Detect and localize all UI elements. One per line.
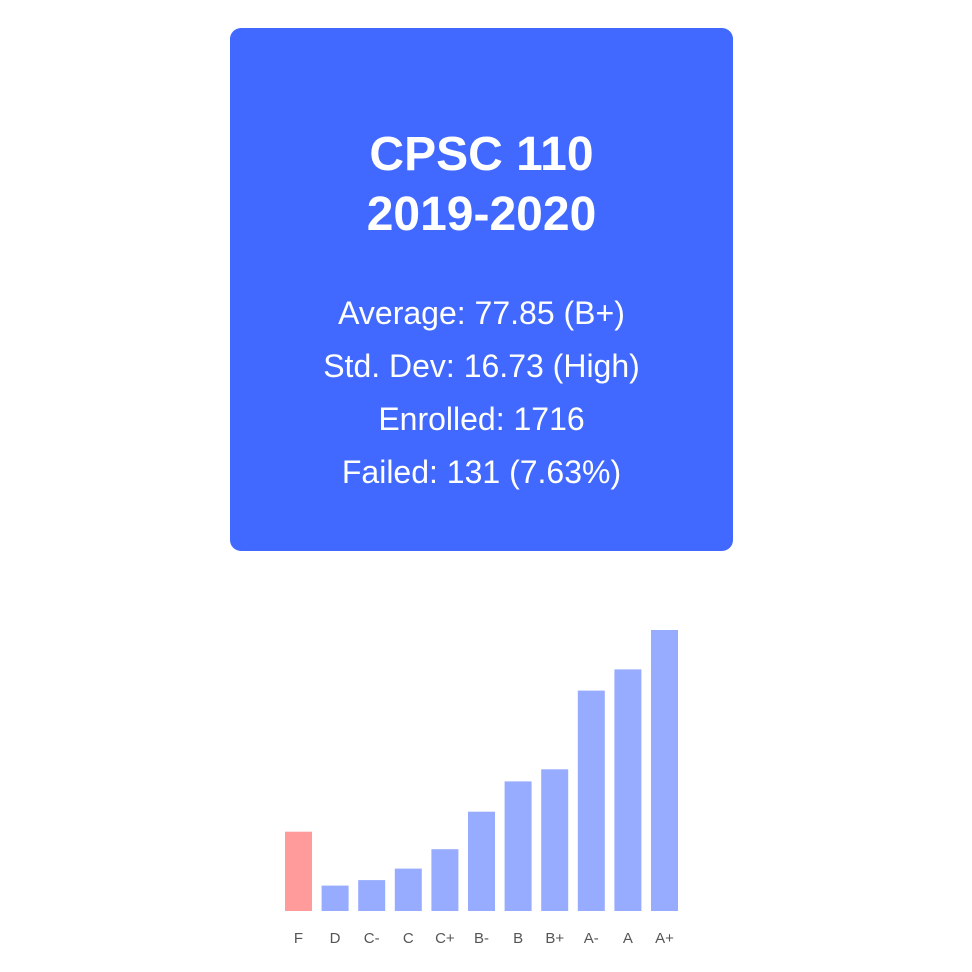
course-code: CPSC 110 <box>369 128 594 181</box>
tick-label: F <box>294 930 303 947</box>
tick-labels-group: F D C- C C+ B- B B+ A- A A+ <box>294 930 674 947</box>
average-stat: Average: 77.85 (B+) <box>338 295 625 331</box>
course-stats: Average: 77.85 (B+) Std. Dev: 16.73 (Hig… <box>230 287 733 499</box>
bar-b-minus <box>468 811 495 911</box>
enrolled-stat: Enrolled: 1716 <box>378 401 585 437</box>
bar-d <box>321 885 349 911</box>
bar-b <box>504 781 532 911</box>
tick-label: B+ <box>545 930 564 947</box>
bars-group <box>285 630 678 911</box>
bar-c-minus <box>358 880 386 911</box>
bar-f <box>285 831 312 911</box>
bar-a <box>614 669 642 911</box>
tick-label: D <box>330 930 341 947</box>
tick-label: C- <box>364 930 380 947</box>
failed-stat: Failed: 131 (7.63%) <box>341 454 622 490</box>
tick-label: C+ <box>435 930 455 947</box>
tick-label: C <box>403 930 414 947</box>
tick-label: A+ <box>655 930 674 947</box>
tick-label: B <box>513 930 523 947</box>
summary-card: CPSC 110 2019-2020 Average: 77.85 (B+) S… <box>230 28 733 551</box>
tick-label: B- <box>474 930 489 947</box>
bar-a-plus <box>651 630 678 911</box>
tick-label: A- <box>584 930 599 947</box>
course-title: CPSC 110 2019-2020 <box>230 28 733 245</box>
tick-label: A <box>623 930 633 947</box>
bar-b-plus <box>541 769 569 911</box>
std-dev-stat: Std. Dev: 16.73 (High) <box>323 348 640 384</box>
course-session: 2019-2020 <box>366 188 597 241</box>
bar-c-plus <box>431 849 459 911</box>
bar-c <box>394 868 422 911</box>
bar-a-minus <box>577 690 605 911</box>
